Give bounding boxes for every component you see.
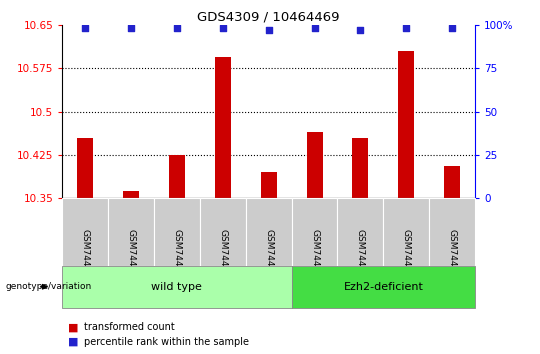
Bar — [353, 137, 368, 198]
Text: GSM744489: GSM744489 — [402, 229, 411, 283]
Text: transformed count: transformed count — [84, 322, 174, 332]
Point — [218, 25, 227, 31]
Point — [172, 25, 181, 31]
Bar — [383, 198, 429, 266]
Text: GSM744488: GSM744488 — [356, 229, 365, 283]
Text: GSM744484: GSM744484 — [172, 229, 181, 283]
Point — [265, 27, 273, 33]
Point — [310, 25, 319, 31]
Bar — [123, 191, 139, 198]
Point — [126, 25, 135, 31]
Bar — [399, 51, 414, 198]
Point — [402, 25, 410, 31]
Title: GDS4309 / 10464469: GDS4309 / 10464469 — [198, 11, 340, 24]
Bar — [77, 137, 93, 198]
Text: GSM744482: GSM744482 — [80, 229, 90, 283]
Bar — [338, 198, 383, 266]
Text: GSM744487: GSM744487 — [310, 229, 319, 283]
Text: ■: ■ — [68, 337, 78, 347]
Text: Ezh2-deficient: Ezh2-deficient — [343, 282, 423, 292]
Bar — [292, 266, 475, 308]
Bar — [429, 198, 475, 266]
Point — [81, 25, 90, 31]
Bar — [292, 198, 338, 266]
Bar — [246, 198, 292, 266]
Text: GSM744486: GSM744486 — [264, 229, 273, 283]
Text: wild type: wild type — [151, 282, 202, 292]
Bar — [200, 198, 246, 266]
Bar — [154, 198, 200, 266]
Bar — [261, 172, 276, 198]
Bar — [444, 166, 460, 198]
Text: GSM744485: GSM744485 — [218, 229, 227, 283]
Text: ■: ■ — [68, 322, 78, 332]
Point — [448, 25, 456, 31]
Bar — [215, 57, 231, 198]
Text: GSM744490: GSM744490 — [448, 229, 457, 283]
Text: GSM744483: GSM744483 — [126, 229, 136, 283]
Text: genotype/variation: genotype/variation — [5, 282, 92, 291]
Bar — [307, 132, 322, 198]
Text: percentile rank within the sample: percentile rank within the sample — [84, 337, 249, 347]
Bar — [108, 198, 154, 266]
Bar — [169, 155, 185, 198]
Bar — [62, 198, 108, 266]
Point — [356, 27, 365, 33]
Bar — [62, 266, 292, 308]
